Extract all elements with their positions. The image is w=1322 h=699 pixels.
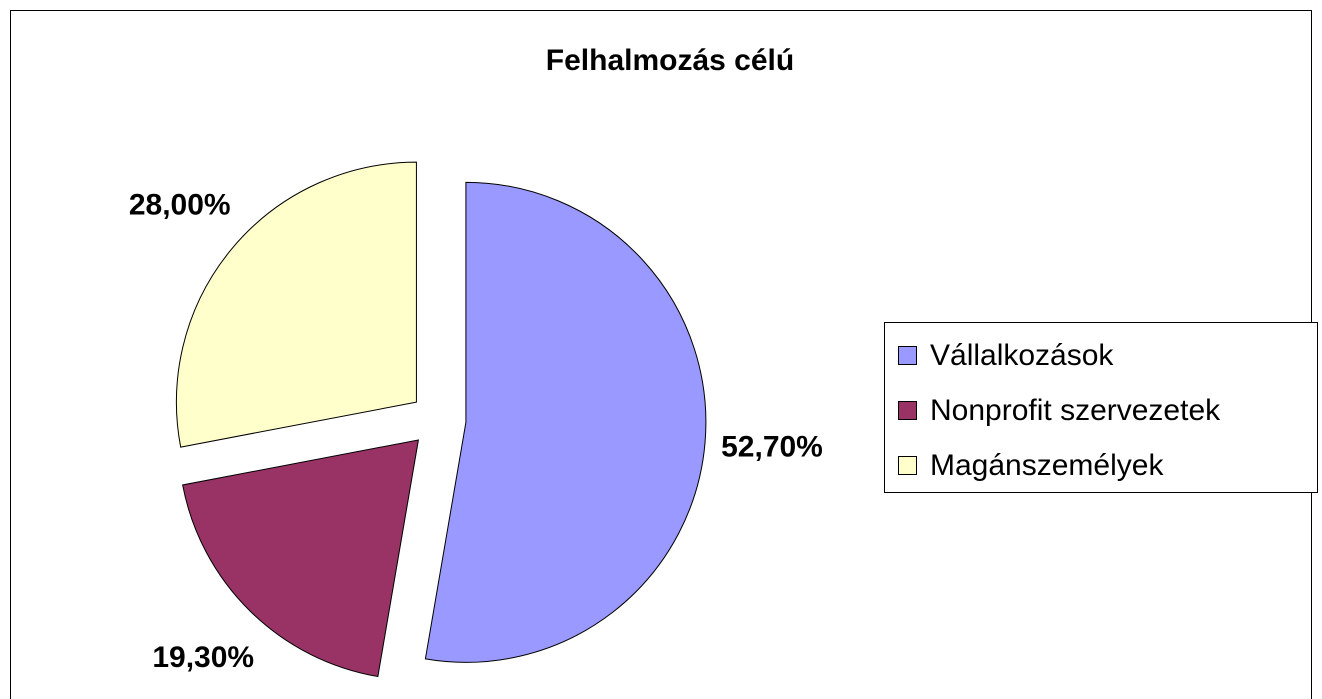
data-label: 28,00% [129, 188, 231, 221]
chart-title: Felhalmozás célú [546, 44, 794, 77]
legend-swatch [898, 346, 917, 365]
data-label: 19,30% [152, 641, 254, 674]
pie-slice [175, 161, 417, 448]
legend-label: Magánszemélyek [930, 449, 1164, 482]
legend-swatch [898, 401, 917, 420]
legend-swatch [898, 456, 917, 475]
legend-label: Nonprofit szervezetek [930, 394, 1221, 427]
data-label: 52,70% [721, 430, 823, 463]
pie-slice [424, 181, 707, 663]
pie-slice [182, 439, 420, 678]
legend-box [884, 322, 1318, 493]
legend-label: Vállalkozások [930, 339, 1114, 372]
